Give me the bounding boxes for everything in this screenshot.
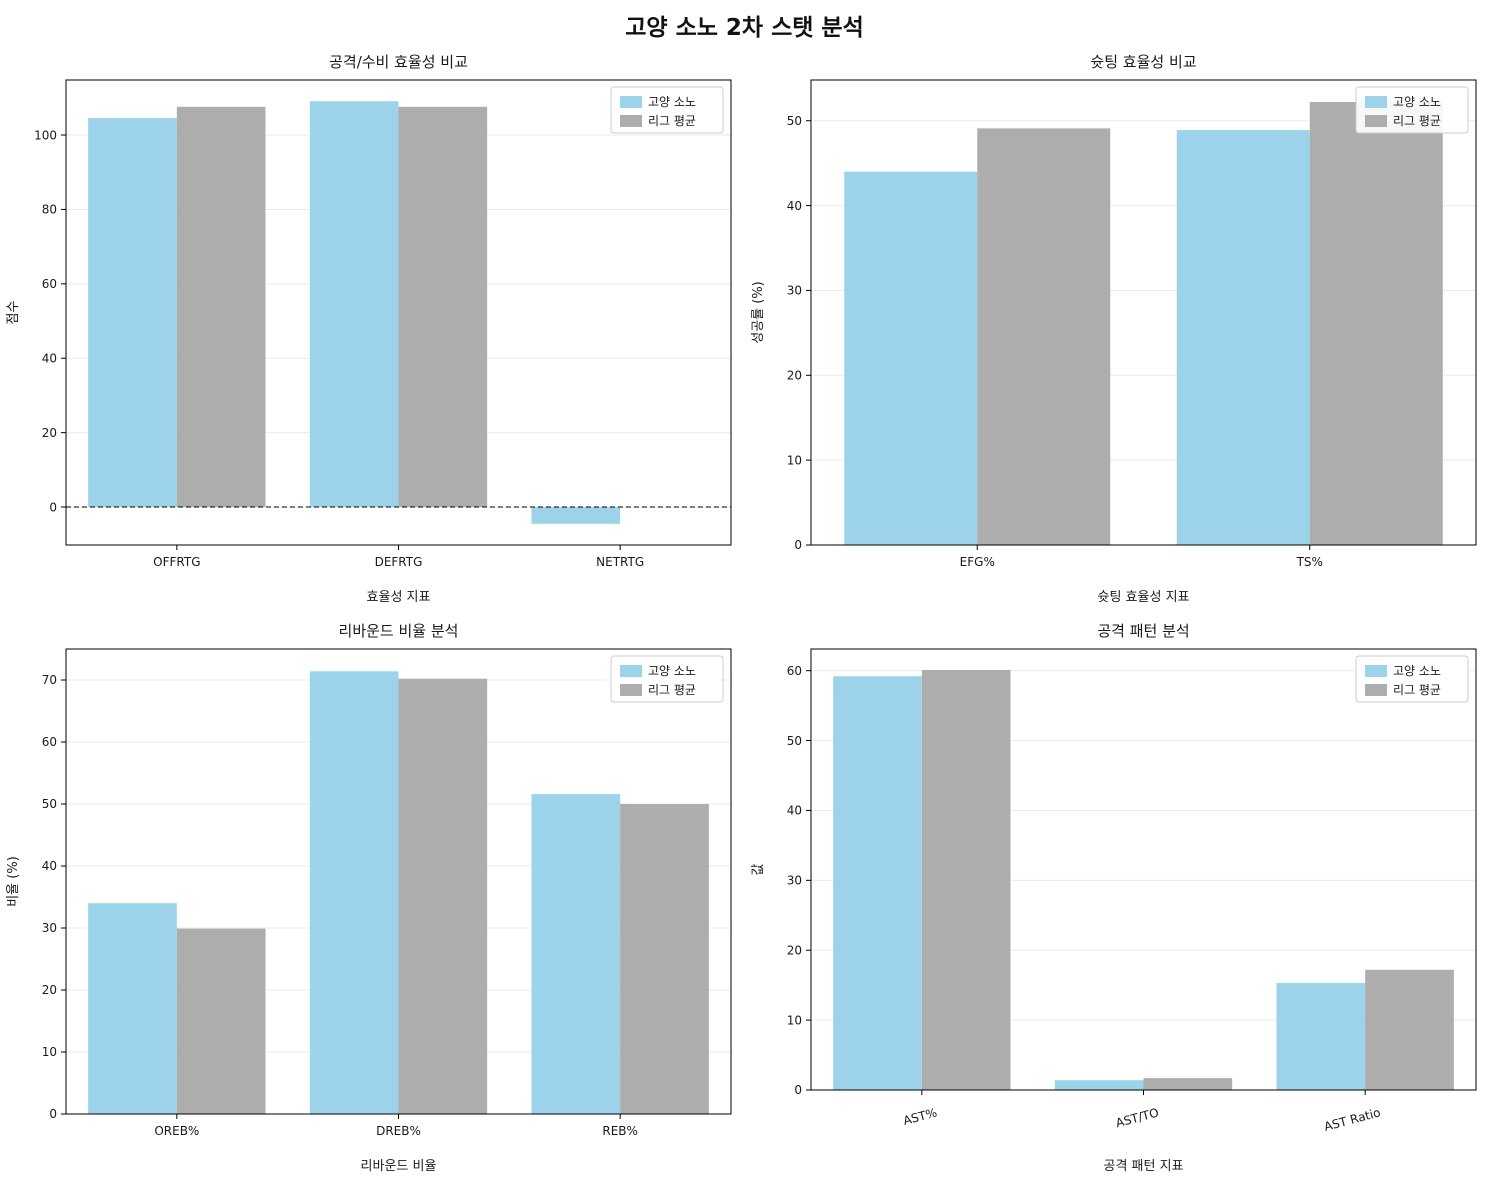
chart-title: 슛팅 효율성 비교 <box>1090 53 1196 71</box>
bar-리그 평균-REB% <box>620 803 709 1114</box>
figure-title: 고양 소노 2차 스탯 분석 <box>625 15 864 41</box>
y-tick-label: 60 <box>42 735 57 749</box>
x-tick-label: NETRTG <box>596 555 644 569</box>
bar-리그 평균-AST% <box>921 669 1010 1090</box>
y-tick-label: 40 <box>786 803 801 817</box>
chart-title: 공격/수비 효율성 비교 <box>329 53 468 71</box>
y-tick-label: 0 <box>49 500 57 514</box>
y-tick-label: 10 <box>786 453 801 467</box>
axes-box <box>810 79 1476 546</box>
bar-고양 소노-OREB% <box>88 902 177 1114</box>
legend-label: 고양 소노 <box>1393 95 1441 109</box>
legend-swatch <box>620 664 642 677</box>
subplot-grid: 0 20 40 60 80 100 OFFRTG DEFRTG NETRTG 공격/수비 효율성 … <box>0 44 1489 1181</box>
y-axis-label: 값 <box>751 863 766 875</box>
x-tick-label: REB% <box>602 1124 638 1138</box>
legend-swatch <box>620 115 642 127</box>
bar-고양 소노-TS% <box>1176 130 1310 545</box>
y-tick-label: 0 <box>49 1107 57 1121</box>
bar-리그 평균-OFFRTG <box>176 106 266 508</box>
y-tick-label: 30 <box>786 873 801 887</box>
x-tick-label: OREB% <box>154 1124 199 1138</box>
y-tick-label: 60 <box>786 663 801 677</box>
legend-swatch <box>1364 683 1387 696</box>
y-tick-label: 40 <box>42 859 57 873</box>
x-tick-label: TS% <box>1295 555 1322 569</box>
y-tick-label: 20 <box>42 983 57 997</box>
legend-swatch <box>620 96 642 108</box>
y-tick-label: 70 <box>42 673 57 687</box>
chart-offense-defense-efficiency: 0 20 40 60 80 100 OFFRTG DEFRTG NETRTG 공격/수비 효율성 … <box>0 44 745 613</box>
bar-리그 평균-DEFRTG <box>398 106 488 508</box>
bar-고양 소노-REB% <box>531 793 621 1114</box>
bar-리그 평균-DREB% <box>398 678 488 1114</box>
y-tick-label: 80 <box>42 203 57 217</box>
bar-고양 소노-EFG% <box>843 171 977 545</box>
x-tick-label: DREB% <box>376 1124 421 1138</box>
legend-swatch <box>1364 115 1387 127</box>
y-tick-label: 10 <box>42 1045 57 1059</box>
legend-swatch <box>1364 96 1387 108</box>
legend-label: 고양 소노 <box>648 95 696 109</box>
bar-리그 평균-EFG% <box>976 128 1110 545</box>
y-axis-label: 점수 <box>6 301 21 325</box>
chart-offense-pattern: 0 10 20 30 40 50 60 AST% AST/TO AST Ratio 공격 패턴 분석… <box>745 613 1489 1181</box>
y-tick-label: 40 <box>42 351 57 365</box>
y-tick-label: 40 <box>786 199 801 213</box>
legend-label: 리그 평균 <box>648 683 696 697</box>
y-axis-label: 비율 (%) <box>6 856 21 907</box>
bar-리그 평균-AST/TO <box>1143 1077 1232 1090</box>
x-axis-label: 효율성 지표 <box>367 590 431 605</box>
chart-canvas: 0 10 20 30 40 50 60 70 OREB% DREB% REB% 리바운드 비율 분석리… <box>6 622 732 1174</box>
bar-고양 소노-NETRTG <box>531 507 621 524</box>
y-tick-label: 50 <box>42 797 57 811</box>
x-axis-label: 리바운드 비율 <box>361 1159 437 1174</box>
legend-label: 고양 소노 <box>648 664 696 678</box>
bar-고양 소노-OFFRTG <box>88 117 177 508</box>
bar-리그 평균-AST Ratio <box>1364 969 1454 1090</box>
chart-title: 리바운드 비율 분석 <box>339 622 459 640</box>
y-tick-label: 30 <box>42 921 57 935</box>
x-tick-label: AST/TO <box>1114 1105 1160 1130</box>
y-tick-label: 100 <box>34 128 57 142</box>
y-tick-label: 60 <box>42 277 57 291</box>
bar-고양 소노-AST/TO <box>1054 1079 1143 1090</box>
x-tick-label: AST% <box>901 1105 938 1127</box>
legend-swatch <box>1364 664 1387 677</box>
chart-canvas: 0 10 20 30 40 50 60 AST% AST/TO AST Ratio 공격 패턴 분석… <box>751 622 1476 1174</box>
legend-label: 리그 평균 <box>648 114 696 128</box>
bar-리그 평균-OREB% <box>176 928 266 1114</box>
bar-고양 소노-DEFRTG <box>309 101 399 508</box>
legend-swatch <box>620 683 642 696</box>
chart-canvas: 0 20 40 60 80 100 OFFRTG DEFRTG NETRTG 공격/수비 효율성 … <box>6 53 732 605</box>
y-tick-label: 0 <box>794 1083 802 1097</box>
y-tick-label: 0 <box>794 538 802 552</box>
x-axis-label: 공격 패턴 지표 <box>1103 1159 1183 1174</box>
bar-고양 소노-AST% <box>832 675 922 1090</box>
x-tick-label: DEFRTG <box>375 555 423 569</box>
y-tick-label: 20 <box>786 368 801 382</box>
legend-label: 고양 소노 <box>1393 664 1441 678</box>
legend-label: 리그 평균 <box>1393 114 1441 128</box>
y-tick-label: 10 <box>786 1013 801 1027</box>
y-tick-label: 50 <box>786 114 801 128</box>
x-tick-label: AST Ratio <box>1322 1105 1381 1133</box>
y-tick-label: 30 <box>786 284 801 298</box>
chart-title: 공격 패턴 분석 <box>1097 622 1189 640</box>
x-tick-label: OFFRTG <box>153 555 200 569</box>
y-tick-label: 50 <box>786 733 801 747</box>
legend-label: 리그 평균 <box>1393 683 1441 697</box>
bar-고양 소노-AST Ratio <box>1276 982 1365 1090</box>
bar-리그 평균-TS% <box>1309 102 1443 545</box>
x-tick-label: EFG% <box>959 555 994 569</box>
y-axis-label: 성공률 (%) <box>751 281 766 344</box>
x-axis-label: 슛팅 효율성 지표 <box>1097 590 1189 605</box>
y-tick-label: 20 <box>786 943 801 957</box>
bar-고양 소노-DREB% <box>309 670 399 1114</box>
y-tick-label: 20 <box>42 426 57 440</box>
